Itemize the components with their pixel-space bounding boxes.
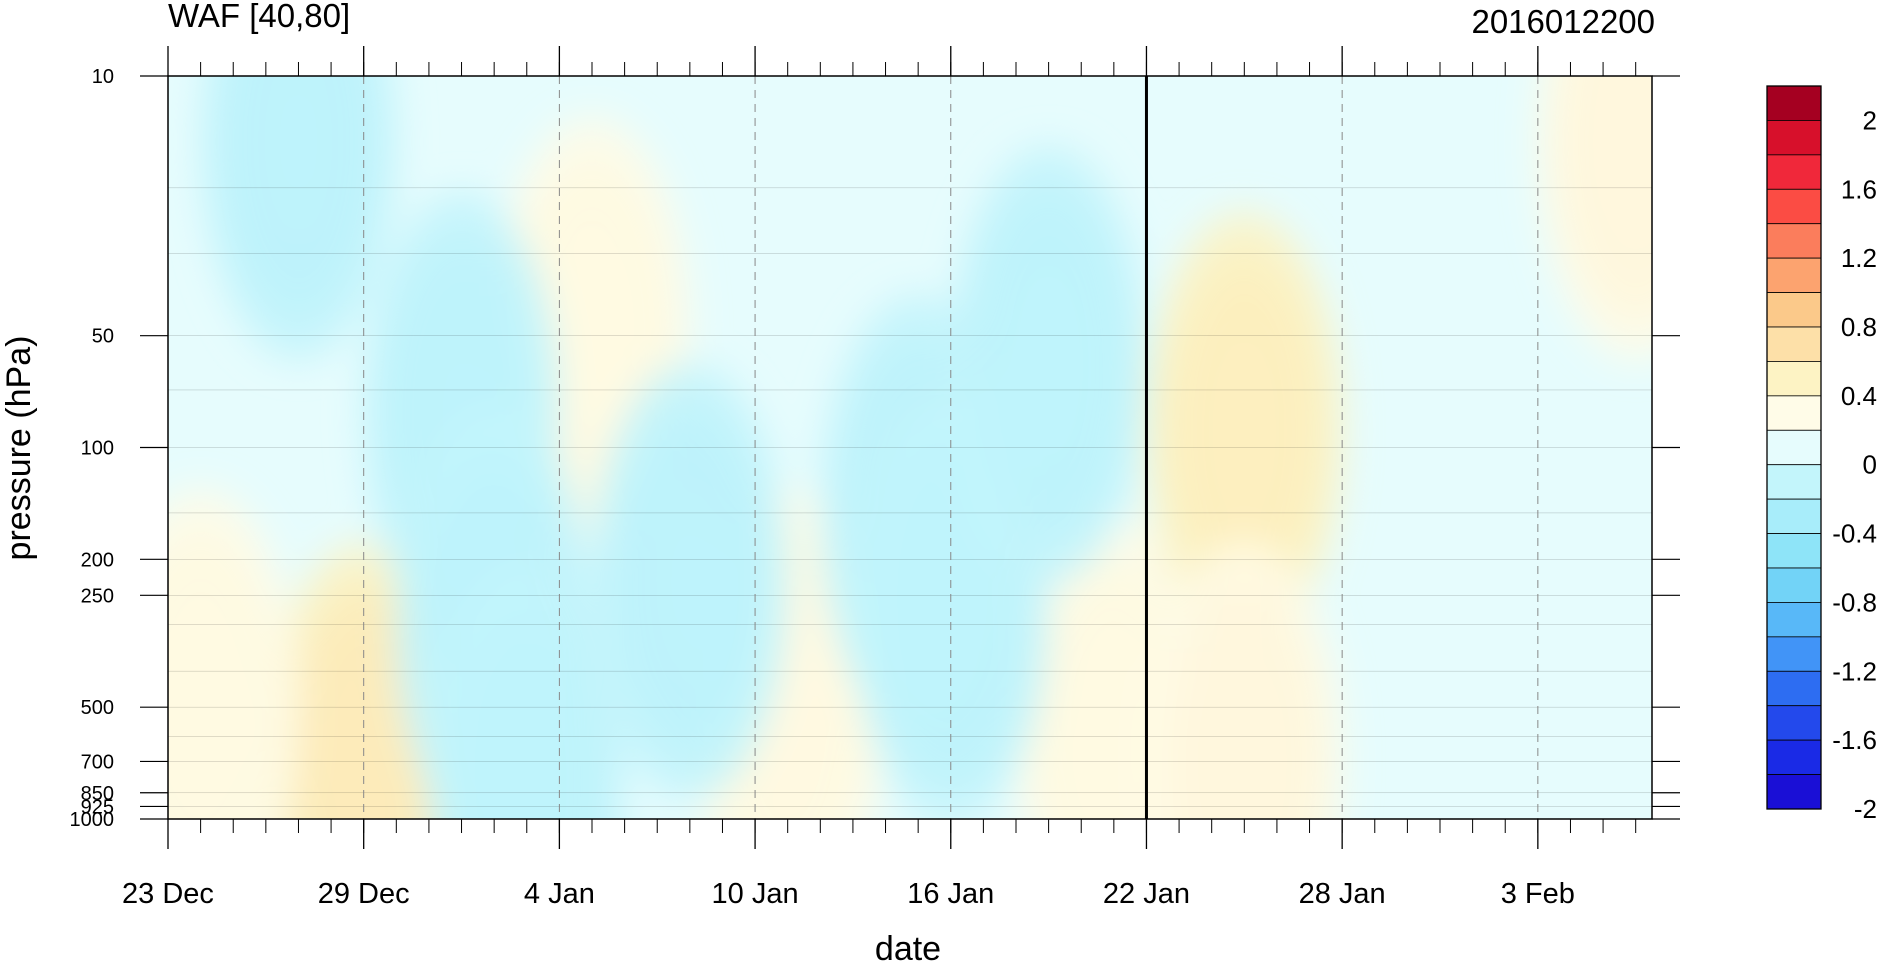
contour-field: [168, 76, 1652, 819]
colorbar-segment: [1766, 670, 1822, 707]
colorbar-segment: [1766, 705, 1822, 741]
colorbar-segment: [1766, 739, 1822, 775]
x-tick-label: 10 Jan: [712, 878, 799, 910]
level-lines: [168, 76, 1652, 819]
x-tick-label: 3 Feb: [1501, 878, 1575, 910]
x-tick-label: 23 Dec: [122, 878, 214, 910]
contour-blob: [1536, 76, 1652, 362]
colorbar-label: 0: [1863, 450, 1877, 480]
colorbar-segment: [1766, 326, 1822, 362]
colorbar-segment: [1766, 361, 1822, 397]
colorbar-segment: [1766, 429, 1822, 466]
y-tick-label: 50: [92, 326, 114, 348]
colorbar-segment: [1766, 223, 1822, 259]
colorbar-label: 1.6: [1841, 174, 1877, 204]
x-tick-label: 22 Jan: [1103, 878, 1190, 910]
y-tick-label: 200: [81, 549, 114, 571]
x-tick-label: 29 Dec: [318, 878, 410, 910]
colorbar-segment: [1766, 498, 1822, 534]
x-axis: 23 Dec 29 Dec 4 Jan 10 Jan 16 Jan 22 Jan 28 Ja…: [122, 46, 1637, 910]
contour-blob: [949, 145, 1148, 586]
colorbar-segment: [1766, 188, 1822, 225]
colorbar-segment: [1766, 602, 1822, 638]
contour-blob: [1145, 210, 1344, 651]
contour-blob: [199, 76, 398, 362]
y-tick-label: 100: [81, 438, 114, 460]
colorbar-label: -1.2: [1832, 656, 1877, 686]
colorbar-segment: [1766, 567, 1822, 603]
x-tick-label: 16 Jan: [907, 878, 994, 910]
colorbar-segment: [1766, 533, 1822, 569]
colorbar-segment: [1766, 774, 1822, 810]
colorbar-label: 2: [1863, 105, 1877, 135]
y-tick-label: 10: [92, 66, 114, 88]
y-tick-label: 500: [81, 697, 114, 719]
y-tick-label: 1000: [70, 809, 115, 831]
plot-area: [167, 75, 1653, 820]
contour-blob: [168, 487, 300, 819]
colorbar-segment: [1766, 636, 1822, 672]
y-axis-label: pressure (hPa): [0, 336, 38, 561]
y-tick-label: 850: [81, 783, 114, 805]
colorbar-segment: [1766, 154, 1822, 190]
colorbar-label: 1.2: [1841, 243, 1877, 273]
colorbar-label: 0.8: [1841, 312, 1877, 342]
colorbar-label: -0.4: [1832, 519, 1877, 549]
colorbar-label: 0.4: [1841, 381, 1877, 411]
colorbar-segment: [1766, 292, 1822, 328]
y-tick-label: 250: [81, 585, 114, 607]
chart-title: WAF [40,80]: [168, 0, 350, 34]
colorbar-frame: [1766, 85, 1822, 810]
colorbar-segment: [1766, 85, 1822, 121]
colorbar-segment: [1766, 464, 1822, 500]
colorbar-segment: [1766, 120, 1822, 156]
x-axis-label: date: [875, 930, 941, 961]
colorbar-segment: [1766, 257, 1822, 293]
contour-blob: [427, 563, 626, 819]
colorbar-label: -2: [1854, 794, 1877, 824]
chart-timestamp: 2016012200: [1471, 3, 1655, 40]
y-tick-label: 700: [81, 751, 114, 773]
colorbar-label: -0.8: [1832, 587, 1877, 617]
y-tick-label: 925: [81, 796, 114, 818]
contour-blob: [1145, 541, 1344, 819]
contour-blob: [590, 361, 789, 802]
colorbar: 2 1.6 1.2 0.8 0.4 0 -0.4 -0.8 -1.2 -1.6 -2: [1766, 85, 1877, 824]
colorbar-label: -1.6: [1832, 725, 1877, 755]
colorbar-segment: [1766, 395, 1822, 431]
x-tick-label: 4 Jan: [524, 878, 595, 910]
x-tick-label: 28 Jan: [1299, 878, 1386, 910]
